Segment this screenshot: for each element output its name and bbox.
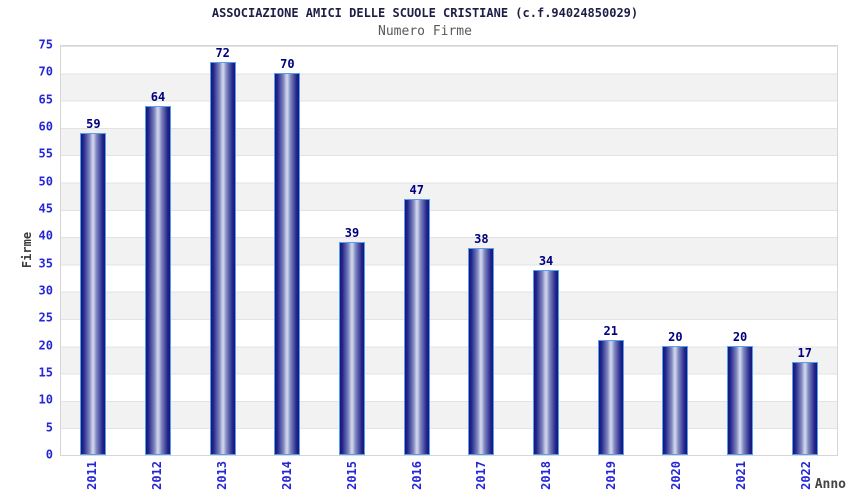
y-tick-label: 70 (38, 64, 53, 79)
bar-2016[interactable] (403, 198, 430, 455)
bar-value-label: 34 (538, 253, 554, 268)
chart-title: ASSOCIAZIONE AMICI DELLE SCUOLE CRISTIAN… (211, 6, 639, 20)
bar-slot: 64 (126, 46, 191, 455)
x-tick-label: 2012 (150, 461, 165, 490)
bar-value-label: 59 (86, 117, 101, 132)
x-label-slot: 2012 (125, 461, 190, 499)
x-label-slot: 2014 (254, 461, 319, 499)
y-tick-label: 0 (45, 447, 53, 462)
y-tick-label: 10 (38, 392, 53, 407)
y-tick-label: 5 (45, 420, 53, 435)
y-tick-label: 25 (38, 310, 53, 325)
bar-value-label: 47 (409, 182, 424, 197)
x-tick-label: 2019 (604, 461, 619, 490)
y-tick-label: 75 (38, 37, 53, 52)
x-label-slot: 2017 (449, 461, 514, 499)
bar-2021[interactable] (727, 345, 754, 455)
bar-slot: 17 (772, 46, 837, 455)
bar-slot: 20 (643, 46, 708, 455)
x-tick-label: 2017 (474, 461, 489, 490)
x-tick-label: 2022 (798, 461, 813, 490)
y-tick-label: 50 (38, 174, 53, 189)
bar-slot: 38 (449, 46, 514, 455)
y-tick-label: 30 (38, 283, 53, 298)
y-axis-ticks: 0 5 10 15 20 25 30 35 40 45 50 55 60 65 70 75 (0, 38, 53, 461)
x-tick-label: 2014 (279, 461, 294, 490)
x-label-slot: 2011 (60, 461, 125, 499)
bar-slot: 59 (61, 46, 126, 455)
bar-slot: 21 (578, 46, 643, 455)
x-label-slot: 2020 (643, 461, 708, 499)
x-tick-label: 2020 (668, 461, 683, 490)
x-label-slot: 2016 (384, 461, 449, 499)
y-tick-label: 55 (38, 146, 53, 161)
bars: 59 64 72 70 39 47 38 34 21 20 20 17 (61, 46, 837, 455)
y-tick-label: 60 (38, 119, 53, 134)
bar-value-label: 38 (474, 231, 489, 246)
bar-value-label: 20 (732, 329, 748, 344)
bar-slot: 70 (255, 46, 320, 455)
bar-2017[interactable] (468, 247, 495, 455)
bar-2013[interactable] (209, 62, 236, 455)
x-label-slot: 2019 (579, 461, 644, 499)
bar-value-label: 17 (797, 346, 812, 361)
plot-area: 59 64 72 70 39 47 38 34 21 20 20 17 (60, 45, 838, 456)
bar-2011[interactable] (80, 133, 107, 455)
x-axis-labels: 2011 2012 2013 2014 2015 2016 2017 2018 2019 2020… (60, 461, 838, 499)
bar-2019[interactable] (597, 340, 624, 455)
bar-2022[interactable] (791, 362, 818, 455)
bar-value-label: 21 (603, 324, 618, 339)
bar-2014[interactable] (274, 73, 301, 455)
x-tick-label: 2013 (215, 461, 230, 490)
x-label-slot: 2018 (514, 461, 579, 499)
x-tick-label: 2016 (409, 461, 424, 490)
bar-value-label: 20 (668, 329, 683, 344)
chart-subtitle: Numero Firme (378, 24, 472, 39)
y-tick-label: 65 (38, 92, 53, 107)
bar-2015[interactable] (339, 242, 366, 455)
x-tick-label: 2018 (539, 461, 554, 490)
bar-value-label: 64 (150, 90, 166, 104)
bar-2018[interactable] (533, 269, 560, 455)
bar-slot: 39 (320, 46, 385, 455)
y-tick-label: 20 (38, 338, 53, 353)
x-label-slot: 2021 (708, 461, 773, 499)
bar-slot: 34 (514, 46, 579, 455)
bar-slot: 72 (190, 46, 255, 455)
bar-2020[interactable] (662, 345, 689, 455)
x-tick-label: 2015 (344, 461, 359, 490)
y-tick-label: 35 (38, 256, 53, 271)
bar-2012[interactable] (145, 106, 171, 455)
y-tick-label: 15 (38, 365, 53, 380)
bar-value-label: 72 (215, 46, 230, 61)
y-tick-label: 45 (38, 201, 53, 216)
x-axis-title: Anno (814, 477, 846, 492)
x-label-slot: 2015 (319, 461, 384, 499)
x-tick-label: 2021 (733, 461, 748, 490)
x-tick-label: 2011 (85, 461, 100, 490)
bar-slot: 20 (708, 46, 773, 455)
bar-slot: 47 (384, 46, 449, 455)
bar-value-label: 70 (280, 57, 295, 72)
y-tick-label: 40 (38, 228, 53, 243)
x-label-slot: 2013 (190, 461, 255, 499)
bar-value-label: 39 (344, 226, 360, 241)
